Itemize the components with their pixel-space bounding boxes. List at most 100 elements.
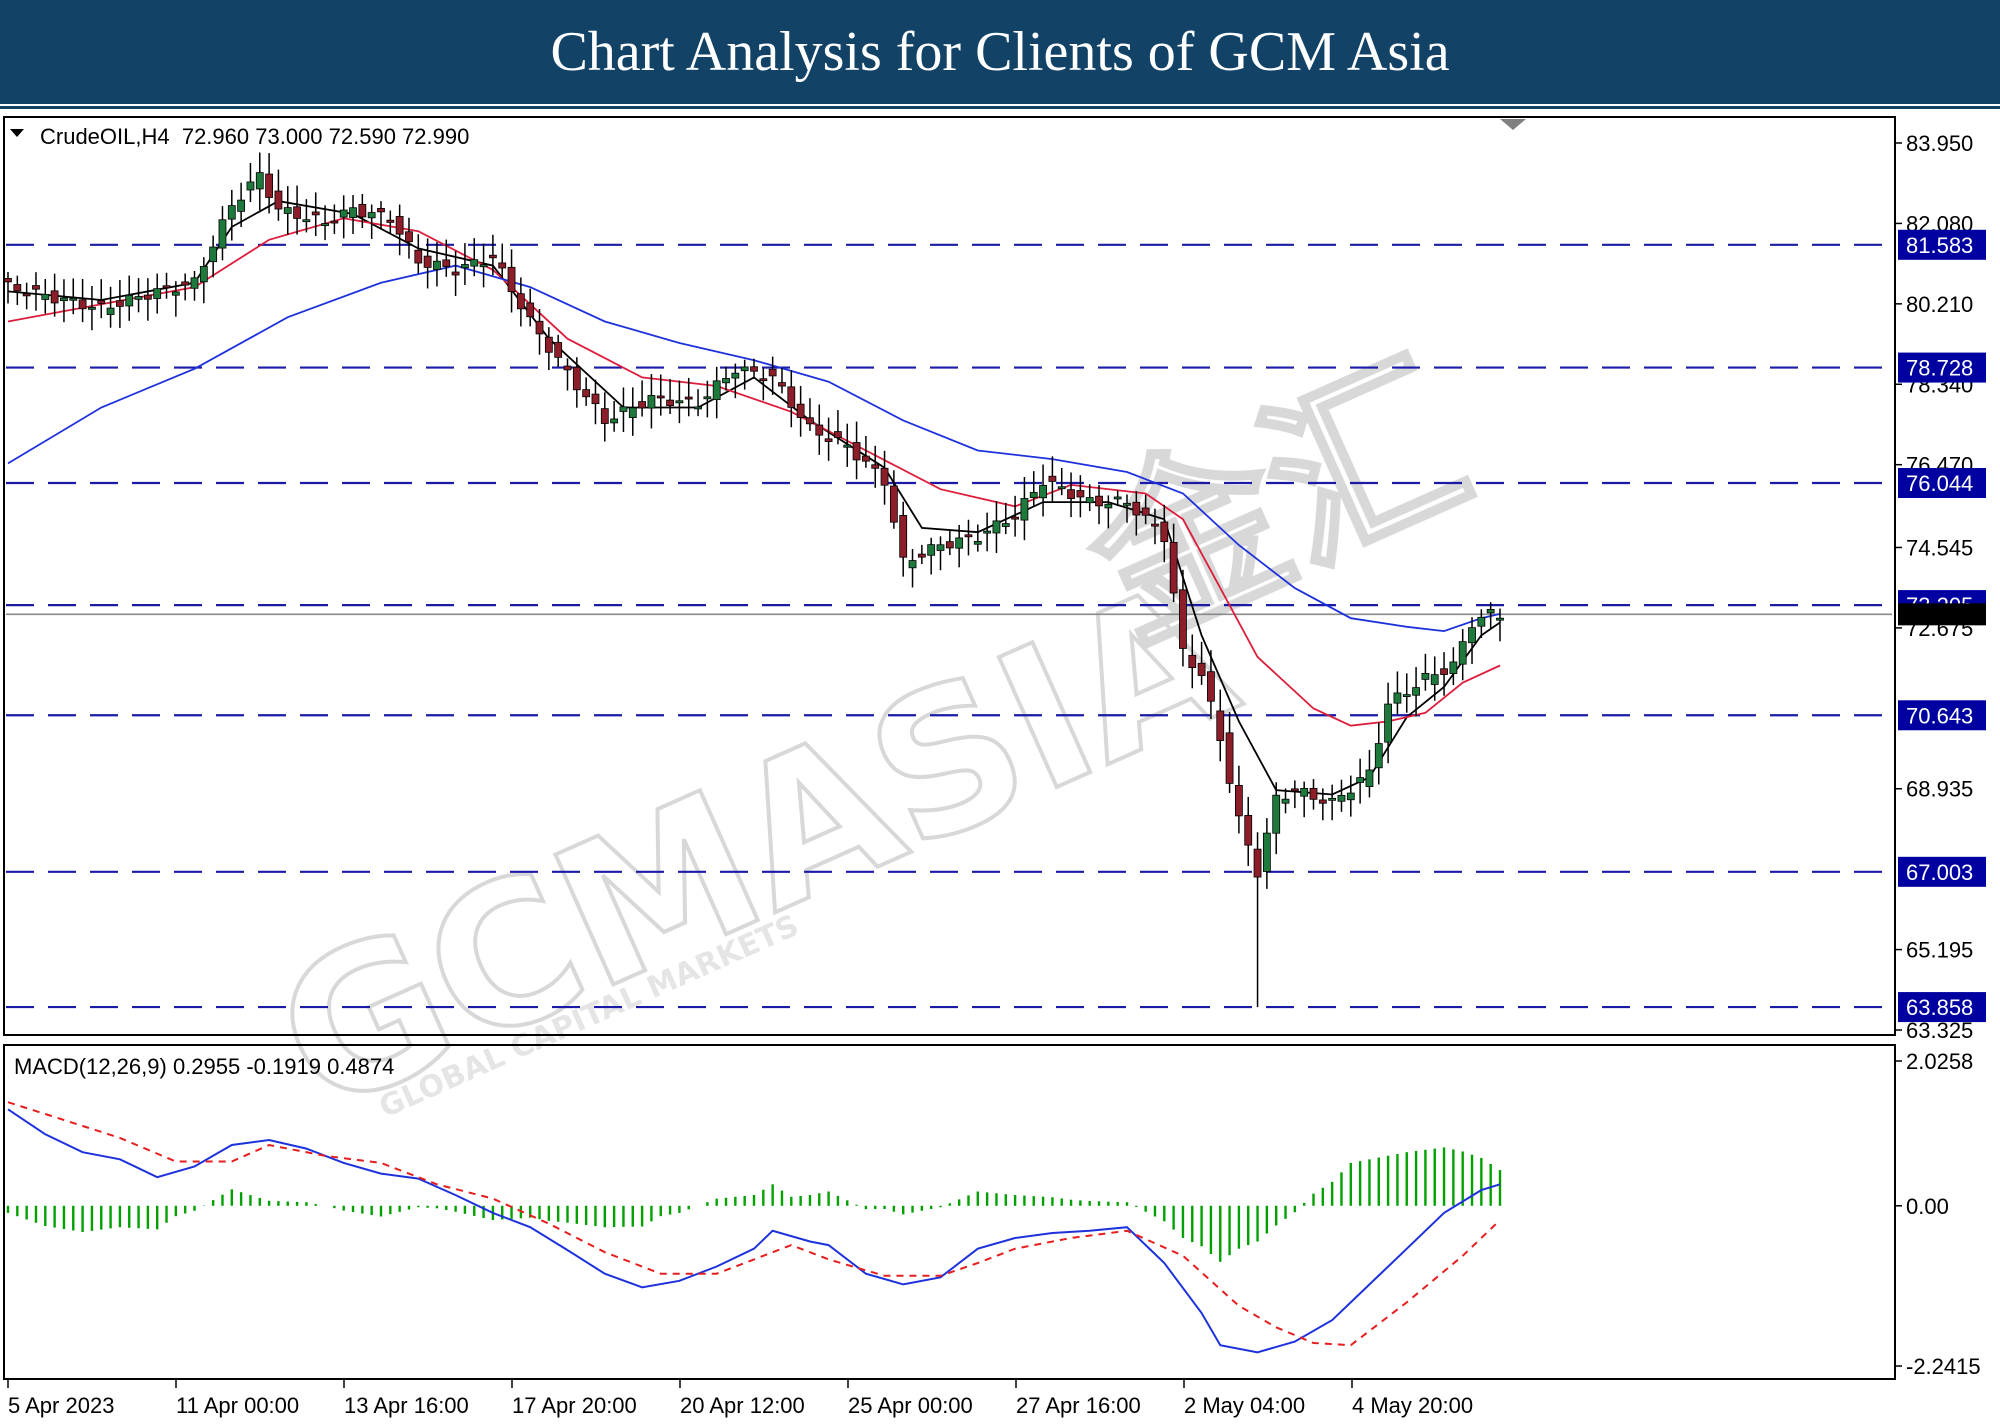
price-tick-label-7: 68.935: [1906, 777, 1973, 802]
current-price-tag: [1898, 603, 1986, 626]
candle-body-144: [1346, 792, 1355, 801]
candle-body-3: [32, 285, 40, 290]
price-tick-label-9: 63.325: [1906, 1018, 1973, 1043]
page-title: Chart Analysis for Clients of GCM Asia: [550, 21, 1450, 83]
candle-body-148: [1384, 703, 1392, 743]
time-tick-label-8: 4 May 20:00: [1352, 1393, 1473, 1418]
time-tick-label-1: 11 Apr 00:00: [176, 1393, 299, 1418]
candle-body-84: [787, 386, 796, 408]
candle-body-7: [69, 297, 78, 301]
candle-body-49: [461, 264, 469, 269]
macd-panel-frame: [3, 1044, 1896, 1380]
candle-body-108: [1011, 516, 1019, 520]
candle-body-21: [199, 266, 208, 283]
candle-body-63: [591, 393, 600, 405]
candle-body-58: [544, 336, 553, 353]
candle-body-41: [386, 219, 395, 223]
candle-body-53: [498, 262, 507, 269]
symbol-menu-icon[interactable]: [10, 129, 24, 137]
candle-body-109: [1020, 498, 1029, 521]
candle-body-59: [554, 342, 563, 358]
candle-body-27: [255, 172, 264, 190]
candle-body-39: [367, 212, 376, 219]
price-panel-frame: [3, 116, 1896, 1036]
macd-histogram: [6, 1147, 1502, 1262]
candle-body-25: [237, 199, 246, 212]
candle-body-89: [834, 431, 842, 438]
candle-body-8: [78, 299, 87, 310]
candle-body-69: [647, 395, 656, 409]
candle-body-93: [871, 464, 880, 469]
candle-body-10: [97, 300, 106, 304]
candle-body-120: [1123, 502, 1131, 506]
candle-body-31: [293, 206, 301, 219]
candle-body-150: [1402, 694, 1411, 697]
level-label-bg-2: [1898, 468, 1986, 499]
candle-body-54: [507, 266, 516, 293]
candle-body-33: [311, 211, 320, 216]
candle-body-125: [1169, 541, 1178, 594]
candle-body-112: [1048, 475, 1057, 482]
candle-body-9: [88, 306, 96, 310]
candle-body-66: [619, 406, 628, 412]
candle-body-19: [181, 281, 190, 286]
candle-body-140: [1309, 787, 1318, 800]
candle-body-155: [1449, 661, 1458, 674]
candle-body-75: [703, 396, 712, 400]
candle-body-62: [582, 389, 591, 398]
candle-body-107: [1001, 523, 1010, 527]
candle-body-122: [1141, 507, 1150, 516]
candle-body-36: [339, 209, 348, 218]
candle-body-38: [358, 203, 367, 218]
candle-body-14: [134, 296, 143, 300]
candle-body-160: [1496, 617, 1504, 621]
candle-body-116: [1085, 497, 1094, 504]
candle-body-142: [1328, 797, 1337, 801]
candle-body-86: [806, 417, 814, 425]
candle-body-135: [1262, 832, 1271, 872]
candle-body-104: [973, 541, 982, 545]
title-banner: [0, 0, 2000, 104]
macd-tick-label-1: 0.00: [1906, 1194, 1949, 1219]
candle-body-50: [470, 259, 479, 267]
candle-body-145: [1356, 777, 1365, 783]
candle-body-74: [694, 406, 702, 410]
candle-body-106: [992, 520, 1001, 534]
candle-body-47: [442, 259, 451, 267]
candle-body-87: [815, 424, 824, 436]
candle-body-42: [395, 216, 404, 235]
candle-body-154: [1440, 668, 1448, 675]
level-label-1: 78.728: [1906, 356, 1973, 381]
candle-body-77: [722, 378, 730, 384]
candle-body-121: [1132, 501, 1141, 516]
candle-body-57: [535, 320, 544, 335]
candle-body-143: [1337, 794, 1346, 802]
candle-body-95: [889, 485, 898, 523]
candle-body-37: [349, 207, 357, 218]
candle-body-45: [423, 255, 432, 268]
candle-body-65: [610, 418, 619, 424]
candle-body-149: [1393, 692, 1402, 704]
candle-body-133: [1244, 815, 1253, 846]
candle-body-6: [60, 297, 68, 302]
candle-body-32: [302, 219, 311, 223]
candle-body-97: [908, 560, 917, 569]
time-axis: 5 Apr 2023 11 Apr 00:00 13 Apr 16:00 17 Apr…: [7, 1379, 1473, 1418]
candle-body-76: [712, 380, 721, 401]
candle-body-83: [778, 382, 786, 387]
banner-underline: [0, 106, 2000, 109]
candle-body-91: [852, 442, 861, 461]
candle-body-24: [227, 205, 236, 220]
price-panel-header: CrudeOIL,H4 72.960 73.000 72.590 72.990: [40, 124, 469, 149]
candle-body-139: [1300, 788, 1309, 797]
candlesticks: [4, 152, 1504, 1008]
support-resistance-levels: [6, 243, 1892, 1009]
candle-body-156: [1458, 641, 1467, 665]
candle-body-4: [41, 293, 50, 300]
candle-body-117: [1095, 495, 1103, 507]
macd-panel-header: MACD(12,26,9) 0.2955 -0.1919 0.4874: [14, 1054, 394, 1079]
candle-body-67: [628, 407, 637, 419]
candle-body-40: [377, 207, 385, 213]
candle-body-102: [955, 537, 964, 549]
candle-body-61: [572, 366, 581, 391]
